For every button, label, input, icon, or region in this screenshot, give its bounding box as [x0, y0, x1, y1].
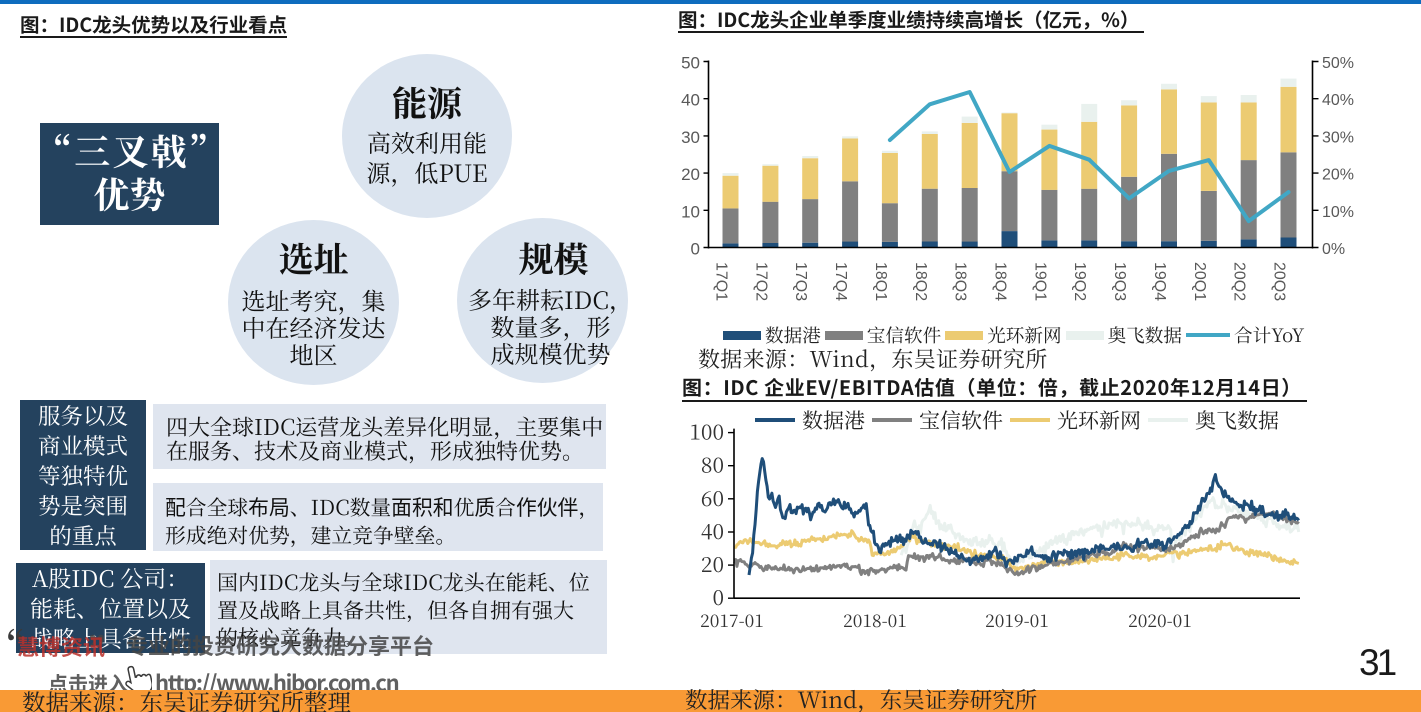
svg-text:20%: 20% [1322, 167, 1354, 184]
svg-text:100: 100 [689, 417, 724, 447]
svg-text:40: 40 [701, 516, 724, 546]
svg-text:18Q3: 18Q3 [952, 262, 969, 301]
svg-text:60: 60 [701, 483, 724, 513]
svg-text:0: 0 [691, 240, 700, 259]
svg-text:2017-01: 2017-01 [700, 608, 764, 633]
svg-text:40: 40 [681, 91, 700, 110]
svg-text:17Q3: 17Q3 [792, 262, 809, 301]
svg-text:30%: 30% [1322, 129, 1354, 146]
svg-text:10%: 10% [1322, 204, 1354, 221]
svg-text:50%: 50% [1322, 55, 1354, 72]
svg-text:19Q4: 19Q4 [1151, 262, 1168, 301]
svg-text:20Q2: 20Q2 [1231, 262, 1248, 301]
svg-text:40%: 40% [1322, 92, 1354, 109]
svg-text:18Q4: 18Q4 [992, 262, 1009, 301]
svg-text:2019-01: 2019-01 [985, 608, 1049, 633]
svg-text:80: 80 [701, 450, 724, 480]
svg-text:20: 20 [681, 165, 700, 184]
svg-text:17Q2: 17Q2 [752, 262, 769, 301]
svg-text:20Q1: 20Q1 [1191, 262, 1208, 301]
svg-text:20: 20 [701, 549, 724, 579]
svg-text:18Q1: 18Q1 [872, 262, 889, 301]
svg-text:2020-01: 2020-01 [1128, 608, 1192, 633]
svg-text:19Q1: 19Q1 [1031, 262, 1048, 301]
svg-text:19Q2: 19Q2 [1071, 262, 1088, 301]
svg-text:17Q1: 17Q1 [713, 262, 730, 301]
svg-text:17Q4: 17Q4 [832, 262, 849, 301]
svg-text:20Q3: 20Q3 [1271, 262, 1288, 301]
svg-text:50: 50 [681, 54, 700, 73]
svg-text:0%: 0% [1322, 241, 1345, 258]
svg-text:10: 10 [681, 202, 700, 221]
svg-text:18Q2: 18Q2 [912, 262, 929, 301]
svg-text:30: 30 [681, 128, 700, 147]
svg-text:0: 0 [712, 582, 724, 612]
svg-text:2018-01: 2018-01 [843, 608, 907, 633]
svg-text:19Q3: 19Q3 [1111, 262, 1128, 301]
